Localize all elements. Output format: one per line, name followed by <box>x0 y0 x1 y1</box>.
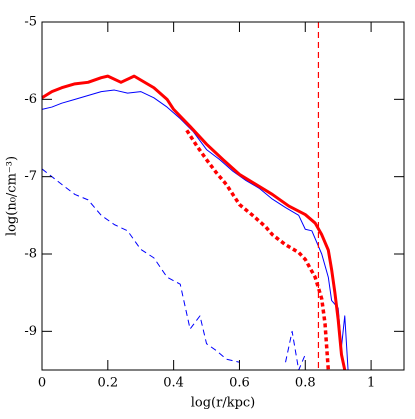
x-tick-label: 0.4 <box>163 376 184 391</box>
x-tick-label: 0 <box>38 376 46 391</box>
data-line <box>41 168 240 363</box>
y-tick-label: -8 <box>24 247 37 262</box>
y-tick-label: -6 <box>24 92 37 107</box>
x-tick-label: 0.8 <box>295 376 316 391</box>
x-tick-label: 1 <box>367 376 375 391</box>
y-tick-label: -7 <box>24 169 37 184</box>
data-line <box>185 129 331 371</box>
plot-frame <box>41 21 405 371</box>
x-tick-label: 0.6 <box>229 376 250 391</box>
y-tick-label: -5 <box>24 15 37 30</box>
y-axis-label: log(n₀/cm⁻³) <box>5 156 20 236</box>
data-line <box>41 89 349 371</box>
y-tick-label: -9 <box>24 324 37 339</box>
x-tick-label: 0.2 <box>97 376 118 391</box>
data-line <box>285 330 306 371</box>
data-line <box>41 74 347 371</box>
x-axis-label: log(r/kpc) <box>191 396 256 411</box>
